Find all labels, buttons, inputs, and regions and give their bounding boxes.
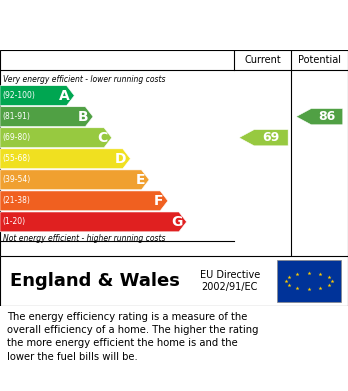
Text: The energy efficiency rating is a measure of the
overall efficiency of a home. T: The energy efficiency rating is a measur… — [7, 312, 259, 362]
Text: England & Wales: England & Wales — [10, 272, 180, 290]
Text: (69-80): (69-80) — [3, 133, 31, 142]
Polygon shape — [239, 129, 288, 146]
Text: B: B — [78, 109, 89, 124]
Text: (1-20): (1-20) — [3, 217, 26, 226]
Polygon shape — [0, 149, 130, 169]
Text: Energy Efficiency Rating: Energy Efficiency Rating — [10, 18, 232, 32]
Polygon shape — [0, 86, 74, 106]
Text: F: F — [154, 194, 164, 208]
Text: (39-54): (39-54) — [3, 175, 31, 184]
Text: G: G — [171, 215, 182, 229]
Text: Not energy efficient - higher running costs: Not energy efficient - higher running co… — [3, 234, 166, 243]
Text: Potential: Potential — [298, 55, 341, 65]
Polygon shape — [0, 170, 149, 190]
Text: D: D — [115, 152, 126, 166]
Text: 86: 86 — [318, 110, 335, 123]
Text: A: A — [60, 89, 70, 102]
Text: (92-100): (92-100) — [3, 91, 35, 100]
Text: Very energy efficient - lower running costs: Very energy efficient - lower running co… — [3, 75, 166, 84]
Text: (81-91): (81-91) — [3, 112, 31, 121]
Text: C: C — [97, 131, 108, 145]
Text: (55-68): (55-68) — [3, 154, 31, 163]
Bar — [277, 260, 341, 302]
Text: E: E — [135, 173, 145, 187]
Text: (21-38): (21-38) — [3, 196, 31, 205]
Text: 69: 69 — [262, 131, 280, 144]
Polygon shape — [296, 109, 343, 125]
Text: Current: Current — [244, 55, 281, 65]
Polygon shape — [0, 107, 93, 127]
Text: EU Directive
2002/91/EC: EU Directive 2002/91/EC — [199, 270, 260, 292]
Polygon shape — [0, 128, 112, 147]
Polygon shape — [0, 191, 168, 211]
Polygon shape — [0, 212, 187, 232]
